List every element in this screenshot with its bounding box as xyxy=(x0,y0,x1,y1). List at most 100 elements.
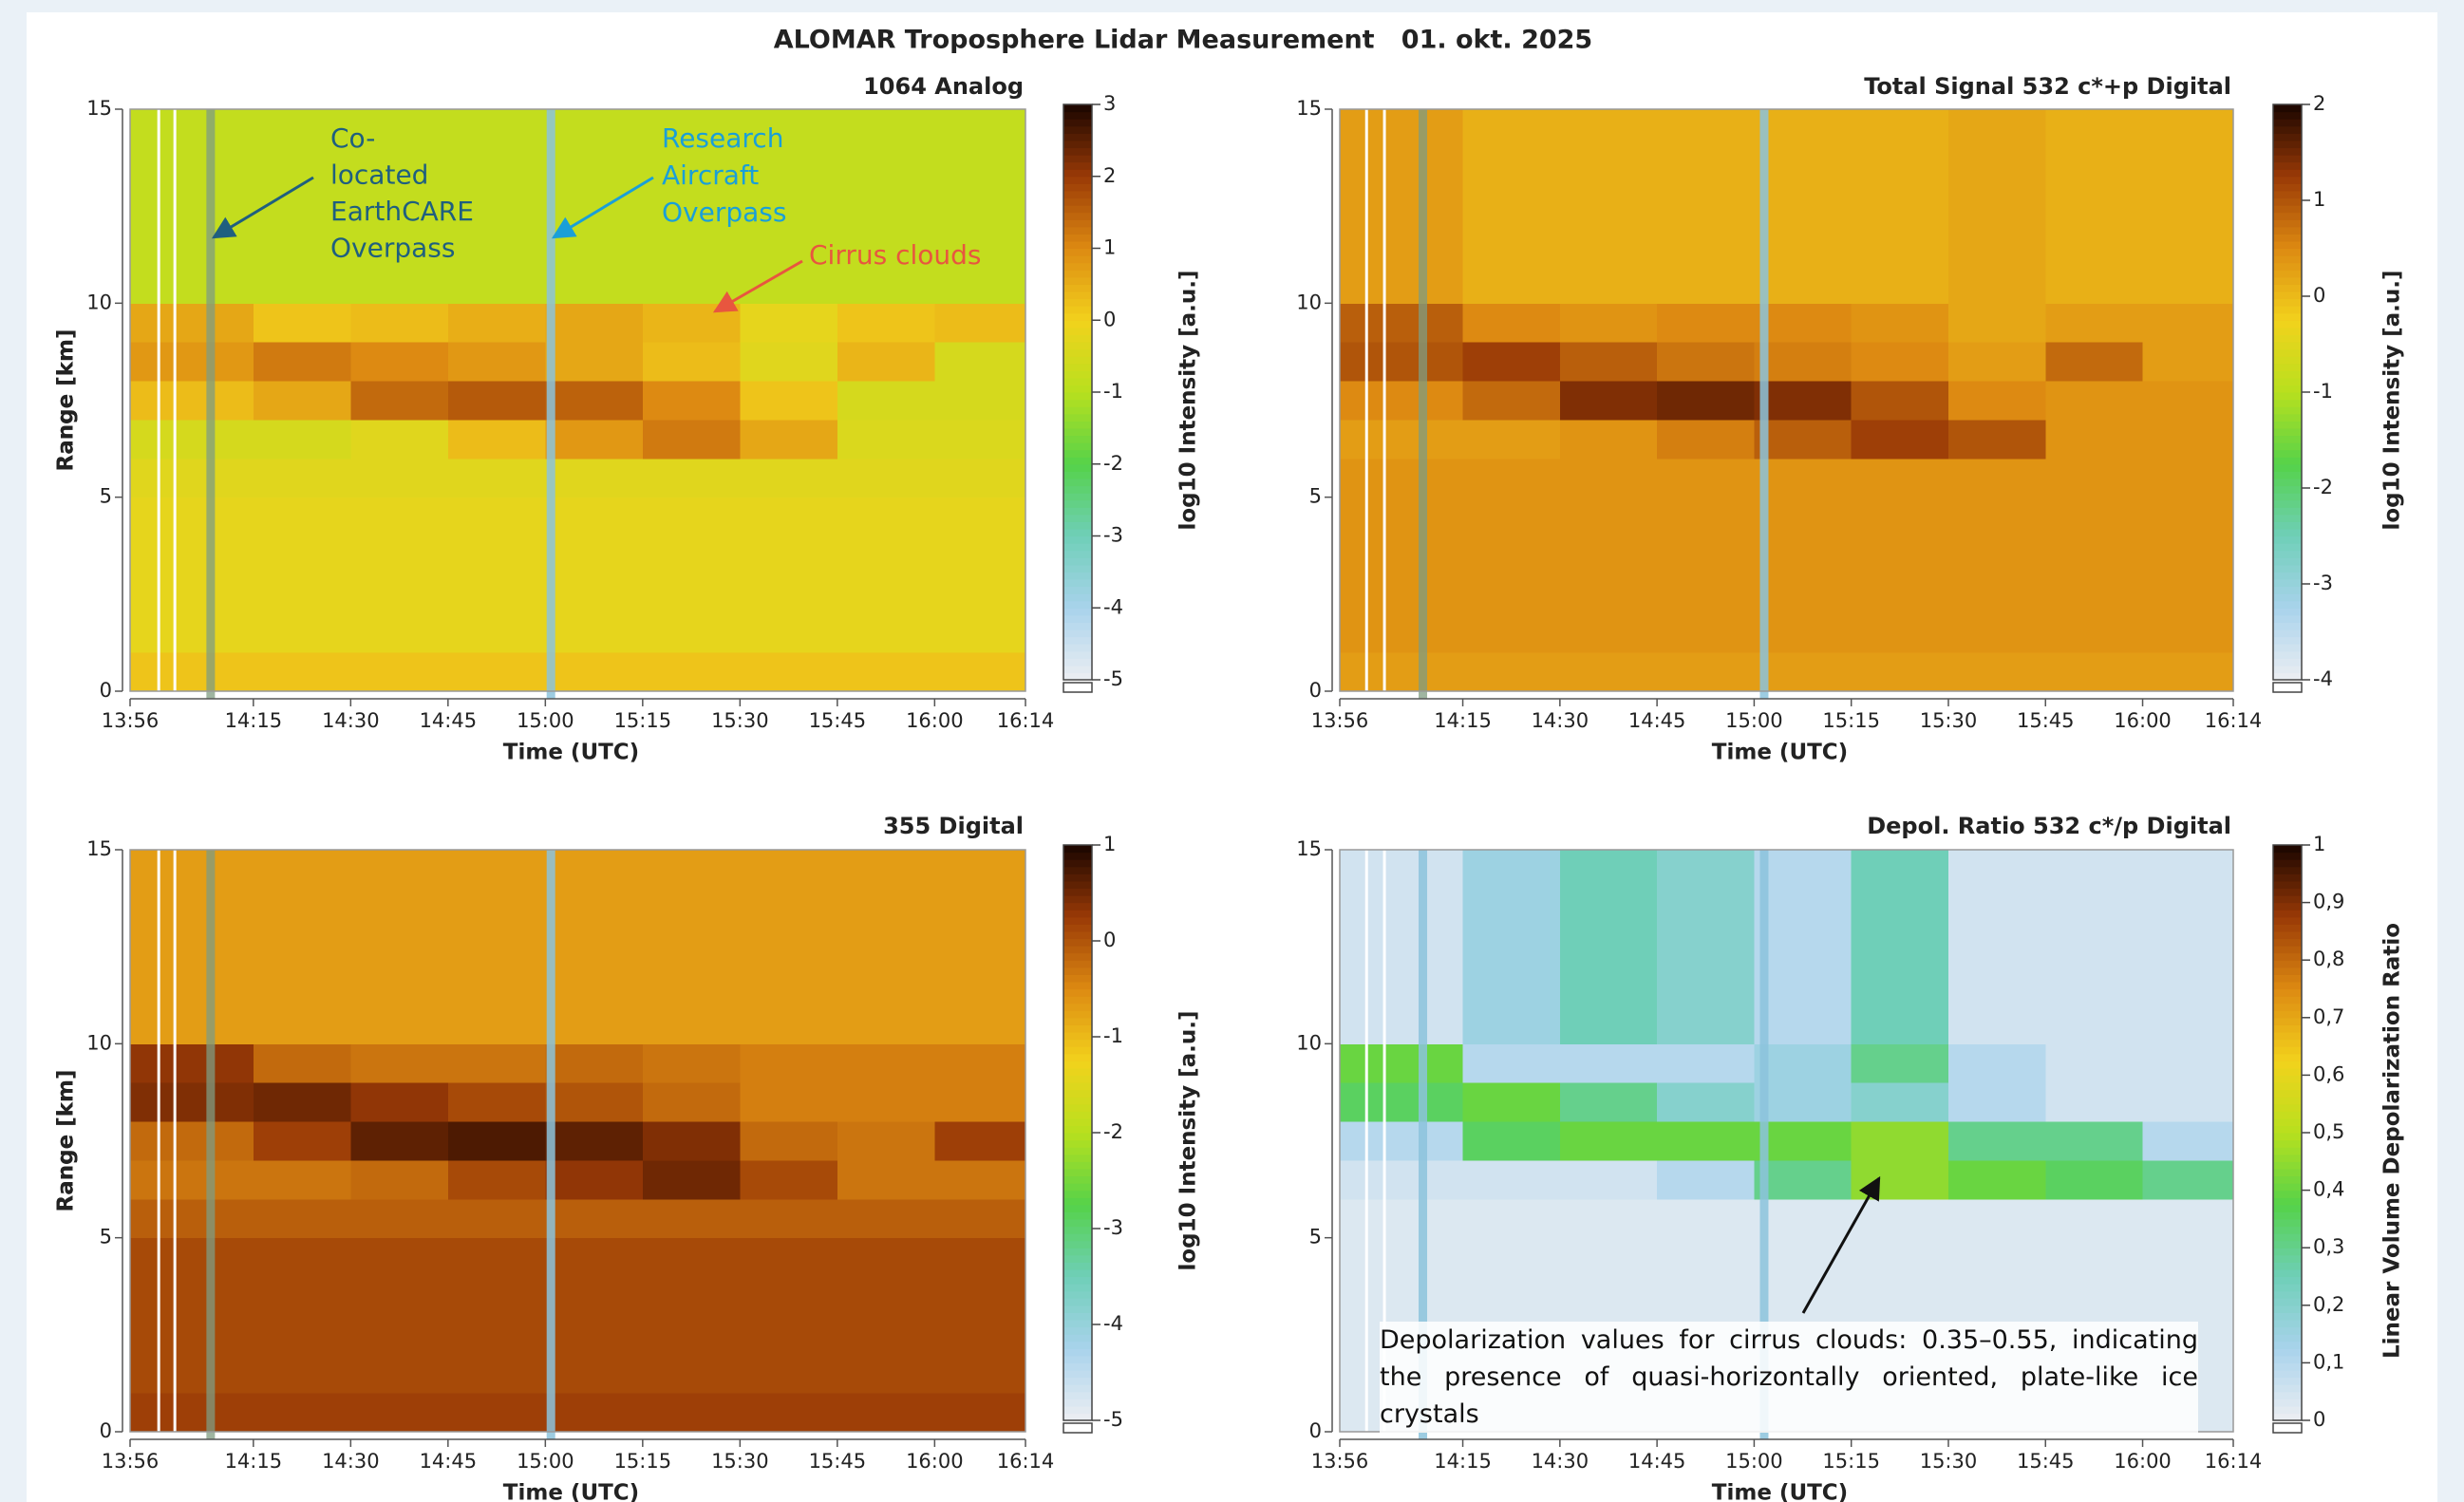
colorbar-step xyxy=(2273,845,2302,854)
heatmap-cell xyxy=(253,850,351,1044)
heatmap-cell xyxy=(1462,1121,1561,1161)
colorbar-step xyxy=(1063,334,1092,343)
colorbar-step xyxy=(1063,988,1092,997)
colorbar-step xyxy=(1063,140,1092,149)
heatmap-cell xyxy=(2045,342,2144,382)
colorbar-step xyxy=(1063,1284,1092,1292)
colorbar-step xyxy=(1063,348,1092,357)
overpass-band xyxy=(173,109,177,699)
colorbar-label: log10 Intensity [a.u.] xyxy=(1176,1010,1201,1270)
colorbar-step xyxy=(1063,197,1092,206)
colorbar-step xyxy=(2273,1399,2302,1407)
colorbar-step xyxy=(1063,1075,1092,1083)
colorbar-step xyxy=(2273,600,2302,609)
heatmap-cell xyxy=(2142,1159,2234,1200)
heatmap-cell xyxy=(934,342,1026,382)
colorbar-step xyxy=(2273,1133,2302,1141)
heatmap-cell xyxy=(1754,652,1853,692)
heatmap-cell xyxy=(740,303,838,343)
heatmap-cell xyxy=(1559,109,1658,304)
x-tick-label: 14:30 xyxy=(322,709,380,732)
heatmap-cell xyxy=(837,1043,935,1083)
annotation-arrow xyxy=(712,259,803,313)
heatmap-cell xyxy=(1559,1121,1658,1161)
heatmap-cell xyxy=(1657,109,1755,304)
colorbar-step xyxy=(2273,169,2302,178)
colorbar-step xyxy=(1063,1190,1092,1198)
colorbar-tick-label: 1 xyxy=(2313,833,2325,855)
colorbar-step xyxy=(2273,650,2302,659)
colorbar-label: log10 Intensity [a.u.] xyxy=(1176,270,1201,530)
x-tick-label: 16:00 xyxy=(906,1450,964,1473)
heatmap-cell xyxy=(545,1237,644,1394)
colorbar-tick-label: 0 xyxy=(2313,284,2325,307)
colorbar-tick-label: 0,3 xyxy=(2313,1235,2344,1258)
heatmap-cell xyxy=(253,419,351,460)
heatmap-cell xyxy=(1559,1082,1658,1122)
annotation-text: Cirrus clouds xyxy=(809,239,982,271)
heatmap-cell xyxy=(1340,652,1464,692)
colorbar-step xyxy=(1063,1067,1092,1076)
y-axis-label: Range [km] xyxy=(54,1070,79,1212)
colorbar-step xyxy=(2273,672,2302,681)
x-tick-label: 14:45 xyxy=(420,709,478,732)
heatmap-cell xyxy=(447,1082,546,1122)
colorbar-step xyxy=(2273,1081,2302,1091)
colorbar-step xyxy=(2273,1377,2302,1385)
colorbar-step xyxy=(2273,521,2302,530)
heatmap-cell xyxy=(642,109,741,304)
heatmap-cell xyxy=(350,1159,449,1200)
x-tick-label: 14:45 xyxy=(420,1450,478,1473)
heatmap-cell xyxy=(740,1043,838,1083)
overpass-band xyxy=(157,109,160,699)
colorbar-step xyxy=(2273,197,2302,206)
heatmap-cell xyxy=(837,1159,935,1200)
x-tick-label: 16:14 xyxy=(2205,1450,2263,1473)
heatmap-cell xyxy=(1340,1082,1464,1122)
colorbar-step xyxy=(1063,1053,1092,1061)
heatmap-cell xyxy=(2142,303,2234,343)
colorbar-step xyxy=(1063,644,1092,652)
colorbar-step xyxy=(1063,1233,1092,1242)
colorbar-step xyxy=(2273,248,2302,256)
colorbar-step xyxy=(1063,341,1092,350)
colorbar-tick-label: -3 xyxy=(1103,524,1123,547)
heatmap-cell xyxy=(740,1237,838,1394)
colorbar-step xyxy=(1063,1010,1092,1019)
colorbar-tick-label: -2 xyxy=(1103,452,1123,475)
colorbar-step xyxy=(2273,435,2302,443)
x-tick-label: 14:15 xyxy=(225,1450,283,1473)
heatmap-cell xyxy=(642,1159,741,1200)
colorbar-step xyxy=(2273,1039,2302,1047)
heatmap-cell xyxy=(1559,303,1658,343)
x-tick-label: 15:15 xyxy=(614,1450,672,1473)
heatmap-cell xyxy=(837,497,935,653)
x-tick-label: 16:14 xyxy=(997,709,1055,732)
heatmap-cell xyxy=(1559,458,1658,498)
heatmap-cell xyxy=(2045,458,2144,498)
colorbar-step xyxy=(1063,938,1092,947)
heatmap-cell xyxy=(545,850,644,1044)
heatmap-cell xyxy=(1462,1198,1561,1239)
heatmap-cell xyxy=(642,1237,741,1394)
overpass-band xyxy=(546,109,555,699)
colorbar-step xyxy=(1063,1319,1092,1328)
colorbar-step xyxy=(2273,399,2302,407)
colorbar-step xyxy=(2273,140,2302,149)
colorbar-step xyxy=(2273,1154,2302,1162)
heatmap-cell xyxy=(253,1198,351,1239)
colorbar-step xyxy=(2273,967,2302,975)
colorbar-step xyxy=(2273,1089,2302,1098)
colorbar-tick-label: 1 xyxy=(1103,236,1116,259)
overpass-band xyxy=(1759,850,1769,1439)
colorbar-tick-label: 0,6 xyxy=(2313,1062,2344,1085)
heatmap-cell xyxy=(642,497,741,653)
heatmap-cell xyxy=(2045,1198,2144,1239)
colorbar-step xyxy=(2273,370,2302,379)
heatmap-cell xyxy=(545,458,644,498)
colorbar-step xyxy=(2273,1067,2302,1076)
heatmap-cell xyxy=(130,1198,254,1239)
colorbar-step xyxy=(2273,1218,2302,1228)
x-axis-label: Time (UTC) xyxy=(503,1481,639,1502)
colorbar-tick-label: 3 xyxy=(1103,92,1116,115)
